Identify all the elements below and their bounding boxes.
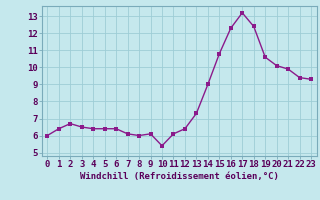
X-axis label: Windchill (Refroidissement éolien,°C): Windchill (Refroidissement éolien,°C) [80,172,279,181]
